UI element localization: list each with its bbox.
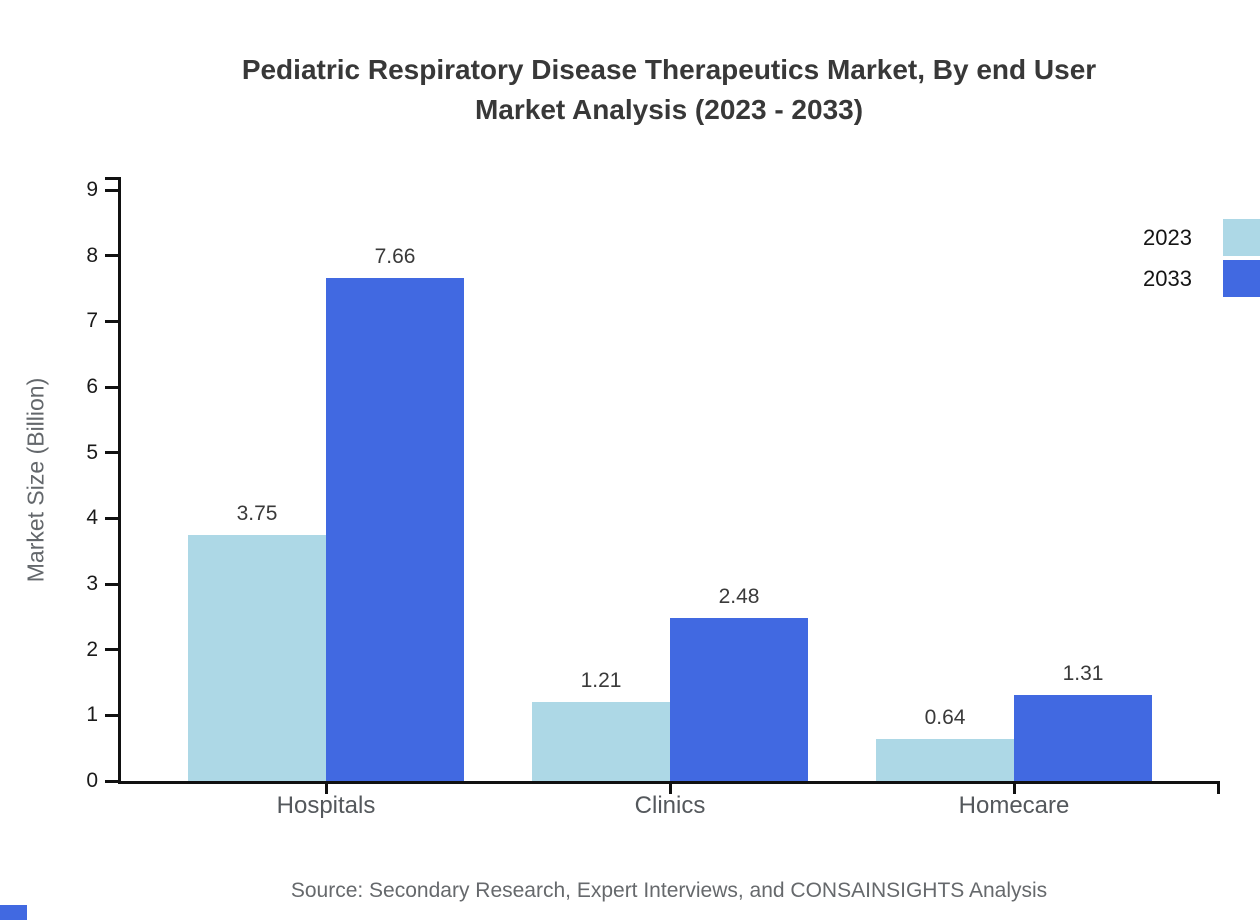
x-axis-label-hospitals: Hospitals <box>276 792 376 819</box>
x-tick-clinics <box>668 781 672 794</box>
y-tick-label-0: 0 <box>86 769 98 792</box>
y-axis-label: Market Size (Billion) <box>22 377 49 583</box>
chart-title: Pediatric Respiratory Disease Therapeuti… <box>118 50 1220 130</box>
y-tick-0 <box>105 779 118 783</box>
y-tick-2 <box>105 648 118 652</box>
legend-item-2033: 2033 <box>1143 260 1260 297</box>
x-axis-label-clinics: Clinics <box>634 792 706 819</box>
legend-label-2033: 2033 <box>1143 265 1192 291</box>
legend-label-2023: 2023 <box>1143 224 1192 250</box>
y-tick-1 <box>105 713 118 717</box>
legend: 2023 2033 <box>1143 219 1260 297</box>
y-tick-4 <box>105 516 118 520</box>
y-tick-9 <box>105 188 118 192</box>
y-tick-label-3: 3 <box>86 572 98 595</box>
y-axis-endcap <box>105 177 118 180</box>
y-tick-7 <box>105 319 118 323</box>
x-tick-homecare <box>1012 781 1016 794</box>
y-tick-label-6: 6 <box>86 375 98 398</box>
value-label-2023-homecare: 0.64 <box>924 705 966 729</box>
value-label-2023-clinics: 1.21 <box>580 668 622 692</box>
chart-title-line-1: Pediatric Respiratory Disease Therapeuti… <box>241 54 1097 85</box>
source-text: Source: Secondary Research, Expert Inter… <box>290 879 1048 902</box>
legend-swatch-2023 <box>1223 219 1260 256</box>
bar-2033-clinics <box>670 618 808 781</box>
x-tick-hospitals <box>324 781 328 794</box>
value-label-2033-homecare: 1.31 <box>1062 661 1104 685</box>
value-label-2023-hospitals: 3.75 <box>236 501 278 525</box>
y-tick-label-8: 8 <box>86 243 98 267</box>
y-axis-spine <box>118 177 121 781</box>
bar-2033-hospitals <box>326 278 464 781</box>
y-tick-label-4: 4 <box>86 506 98 530</box>
plot-area: 0 1 2 3 4 5 6 7 8 9 3.75 1.21 0.64 7.66 2.48 1.31 Hospit… <box>86 177 1220 819</box>
y-tick-6 <box>105 385 118 389</box>
y-tick-label-1: 1 <box>86 703 98 727</box>
chart-title-line-2: Market Analysis (2023 - 2033) <box>474 94 864 125</box>
y-tick-label-9: 9 <box>86 178 98 201</box>
bar-2023-homecare <box>876 738 1014 781</box>
x-axis-endcap <box>1217 781 1220 794</box>
value-label-2033-clinics: 2.48 <box>718 585 760 609</box>
x-axis-label-homecare: Homecare <box>958 792 1070 819</box>
brand-mark <box>0 905 27 920</box>
legend-item-2023: 2023 <box>1143 219 1260 256</box>
value-label-2033-hospitals: 7.66 <box>374 245 416 268</box>
y-tick-8 <box>105 254 118 258</box>
y-tick-3 <box>105 582 118 586</box>
bar-2023-clinics <box>532 701 670 781</box>
y-tick-label-7: 7 <box>86 309 98 333</box>
y-tick-5 <box>105 451 118 455</box>
legend-swatch-2033 <box>1223 260 1260 297</box>
y-tick-label-5: 5 <box>86 440 98 464</box>
bar-2023-hospitals <box>188 534 326 781</box>
bar-2033-homecare <box>1014 694 1152 781</box>
y-tick-label-2: 2 <box>86 637 98 661</box>
